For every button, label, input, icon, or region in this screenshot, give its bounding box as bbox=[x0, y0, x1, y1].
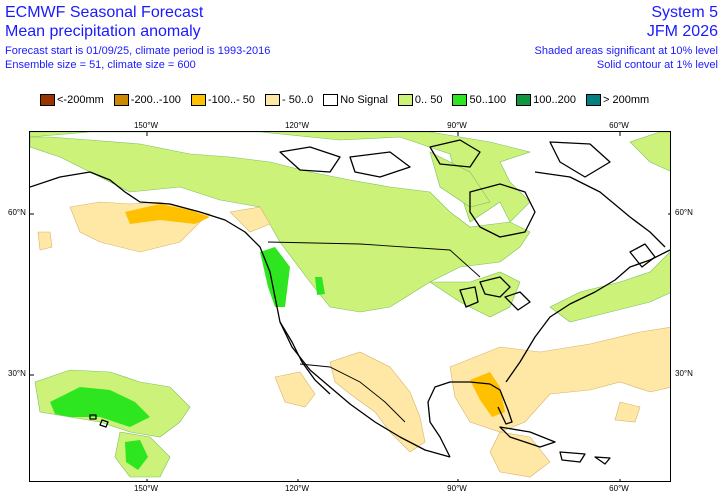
lon-label-bottom: 60°W bbox=[609, 484, 629, 493]
legend-item: 50..100 bbox=[452, 94, 506, 106]
precipitation-map bbox=[30, 132, 670, 481]
significance-note: Shaded areas significant at 10% level bbox=[534, 45, 718, 57]
legend-item: <-200mm bbox=[40, 94, 104, 106]
map-subtitle: Mean precipitation anomaly bbox=[5, 23, 201, 40]
season-label: JFM 2026 bbox=[646, 23, 718, 40]
lon-label-bottom: 120°W bbox=[284, 484, 310, 493]
lat-label-right: 60°N bbox=[675, 208, 693, 217]
legend-item: -200..-100 bbox=[113, 94, 181, 106]
legend-label: 100..200 bbox=[533, 94, 576, 106]
legend-label: > 200mm bbox=[602, 94, 650, 106]
lat-label-left: 60°N bbox=[8, 208, 26, 217]
legend-label: 50..100 bbox=[469, 94, 507, 106]
lat-label-right: 30°N bbox=[675, 369, 693, 378]
lon-label-top: 120°W bbox=[284, 121, 310, 130]
legend-item: - 50..0 bbox=[265, 94, 313, 106]
legend-label: No Signal bbox=[340, 94, 388, 106]
lon-label-top: 90°W bbox=[447, 121, 467, 130]
map-area bbox=[29, 131, 671, 482]
map-title: ECMWF Seasonal Forecast bbox=[5, 4, 204, 21]
legend-swatch bbox=[585, 94, 601, 106]
lat-label-left: 30°N bbox=[8, 369, 26, 378]
legend-item: No Signal bbox=[323, 94, 388, 106]
legend-swatch bbox=[190, 94, 206, 106]
legend-swatch bbox=[323, 94, 339, 106]
legend-item: > 200mm bbox=[585, 94, 650, 106]
lon-label-bottom: 150°W bbox=[133, 484, 159, 493]
legend: <-200mm -200..-100 -100..- 50 - 50..0 No Sig… bbox=[40, 93, 659, 107]
ensemble-info: Ensemble size = 51, climate size = 600 bbox=[5, 59, 196, 71]
legend-item: 0.. 50 bbox=[397, 94, 443, 106]
legend-item: -100..- 50 bbox=[190, 94, 256, 106]
lon-label-bottom: 90°W bbox=[447, 484, 467, 493]
legend-swatch bbox=[113, 94, 129, 106]
legend-label: -100..- 50 bbox=[207, 94, 256, 106]
lon-label-top: 150°W bbox=[133, 121, 159, 130]
forecast-info: Forecast start is 01/09/25, climate peri… bbox=[5, 45, 271, 57]
legend-label: 0.. 50 bbox=[414, 94, 443, 106]
legend-swatch bbox=[452, 94, 468, 106]
legend-swatch bbox=[516, 94, 532, 106]
lon-label-top: 60°W bbox=[609, 121, 629, 130]
legend-label: - 50..0 bbox=[282, 94, 314, 106]
legend-label: -200..-100 bbox=[130, 94, 181, 106]
legend-swatch bbox=[40, 94, 55, 106]
legend-swatch bbox=[397, 94, 413, 106]
contour-note: Solid contour at 1% level bbox=[596, 59, 718, 71]
legend-item: 100..200 bbox=[516, 94, 576, 106]
legend-label: <-200mm bbox=[57, 94, 104, 106]
legend-swatch bbox=[265, 94, 281, 106]
system-label: System 5 bbox=[651, 4, 718, 21]
